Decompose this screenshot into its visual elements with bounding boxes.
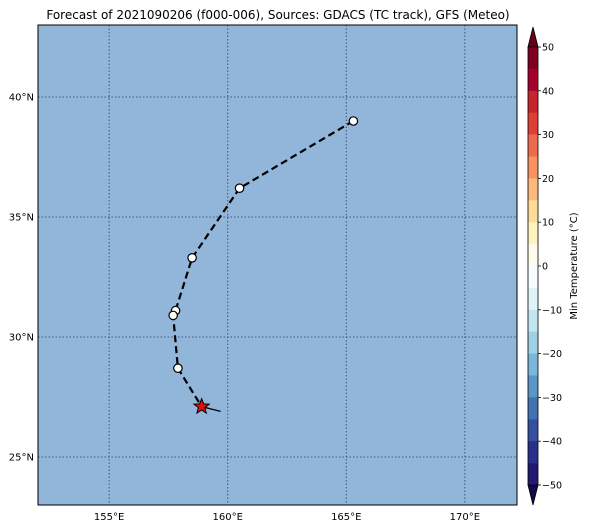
colorbar-band [528,156,538,179]
lat-tick-label: 35°N [9,213,34,224]
colorbar-band [528,331,538,354]
colorbar-extend-top [527,26,539,48]
colorbar-band [528,200,538,223]
colorbar-tick-label: 30 [542,130,554,141]
lon-tick-label: 165°E [331,512,361,523]
colorbar-band [528,68,538,92]
map-frame [37,24,518,506]
colorbar-tick-label: 10 [542,218,554,229]
colorbar-band [528,112,538,135]
colorbar-tick-label: −40 [542,437,562,448]
graticule [38,25,517,505]
colorbar-band [528,441,538,464]
colorbar-band [528,47,538,70]
track-point [234,183,245,193]
current-position-star [192,397,211,415]
track-point [348,116,359,126]
lon-tick-label: 170°E [450,512,480,523]
ocean-background [38,25,517,505]
colorbar-band [528,266,538,289]
colorbar-tick-label: −20 [542,349,562,360]
tc-track [168,116,359,415]
lat-tick-label: 30°N [9,333,34,344]
map-tick-labels: 155°E 160°E 165°E 170°E 25°N 30°N 35°N 40°N [9,93,480,524]
lon-tick-label: 155°E [94,512,124,523]
colorbar-tick-label: −10 [542,305,562,316]
colorbar-tick-label: 40 [542,86,554,97]
map-title: Forecast of 2021090206 (f000-006), Sourc… [46,8,509,22]
colorbar-band [528,375,538,398]
colorbar-tick-label: −50 [542,481,562,492]
colorbar-band [528,353,538,376]
colorbar-tick-label: 50 [542,43,554,54]
colorbar-tick-label: −30 [542,393,562,404]
map-panel: 155°E 160°E 165°E 170°E 25°N 30°N 35°N 40°N [9,24,518,524]
track-point [168,310,178,321]
colorbar-band [528,222,538,245]
lat-tick-label: 40°N [9,93,34,104]
lon-tick-label: 160°E [212,512,242,523]
colorbar-tick-label: 0 [542,262,548,273]
colorbar-band [528,287,538,311]
colorbar-band [528,178,538,201]
colorbar-band [528,90,538,113]
lat-tick-label: 25°N [9,453,34,464]
colorbar: 50 40 30 20 10 0 −10 −20 −30 −40 −50 Min Temperatur… [527,26,580,506]
colorbar-band [528,309,538,332]
colorbar-band [528,397,538,420]
colorbar-extend-bottom [527,484,539,506]
colorbar-tick-label: 20 [542,174,554,185]
colorbar-band [528,244,538,267]
colorbar-band [528,134,538,157]
track-point [187,252,197,263]
colorbar-label: Min Temperature (°C) [569,212,580,319]
colorbar-band [528,463,538,486]
colorbar-band [528,419,538,442]
track-point [173,363,183,373]
